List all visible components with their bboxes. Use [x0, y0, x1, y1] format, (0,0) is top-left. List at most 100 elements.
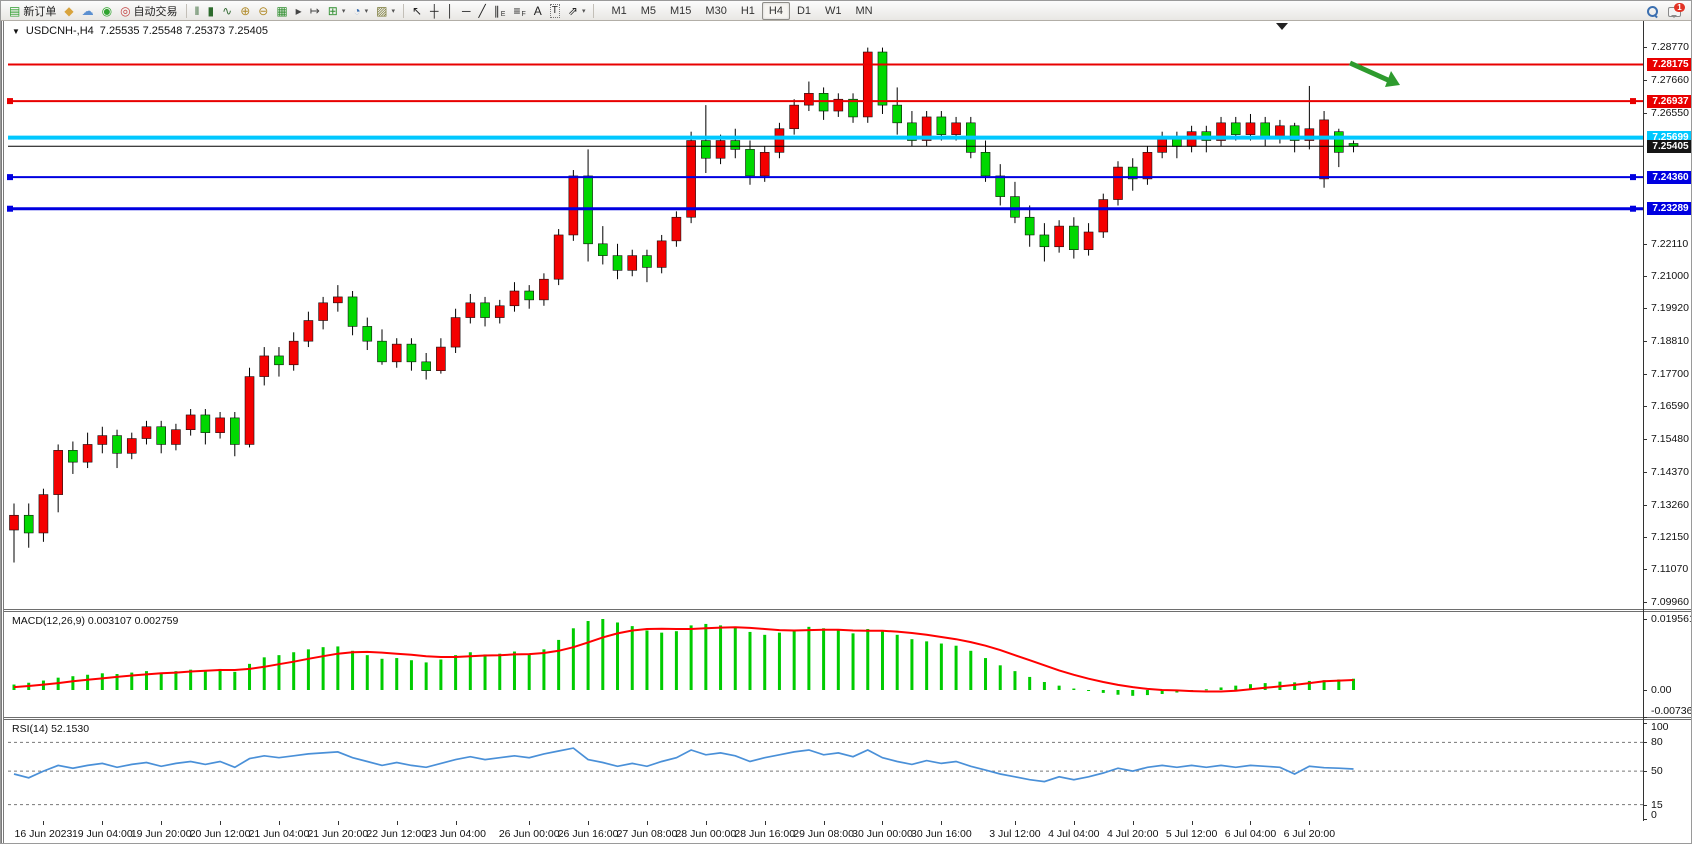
price-line-badge: 7.23289 — [1647, 202, 1691, 216]
panel-splitter[interactable] — [4, 717, 1691, 720]
candle-down — [1230, 122, 1241, 135]
timeframe-h1[interactable]: H1 — [740, 4, 755, 17]
timeframe-m5[interactable]: M5 — [640, 4, 657, 17]
candle-down — [1289, 125, 1300, 141]
bar-chart-icon: ‖ — [194, 3, 200, 18]
crosshair-button[interactable]: ┼ — [426, 1, 443, 21]
candle-down — [612, 255, 623, 271]
price-tick-label: 7.16590 — [1651, 400, 1689, 413]
timeframe-m1[interactable]: M1 — [611, 4, 627, 17]
candlestick-chart-button[interactable]: ▮ — [204, 1, 219, 21]
candle-down — [1127, 166, 1138, 180]
candle-down — [480, 302, 490, 318]
price-scale[interactable]: 7.28770 7.27660 7.26550 7.22110 7.21000 7.199… — [1643, 21, 1691, 821]
dropdown-caret-icon: ▾ — [581, 7, 586, 15]
price-tick-label: 7.09960 — [1651, 596, 1689, 608]
toolbar-separator — [593, 3, 595, 18]
macd-scale[interactable]: 0.019561 0.00 -0.007367 — [1643, 612, 1692, 718]
chart-area[interactable]: 7.28770 7.27660 7.26550 7.22110 7.21000 7.199… — [1, 21, 1692, 843]
auto-scroll-button[interactable]: ▸ — [292, 1, 306, 21]
time-label: 21 Jun 20:00 — [307, 828, 369, 840]
trendline-button[interactable]: ╱ — [475, 1, 490, 21]
new-order-button[interactable]: ▤ 新订单 — [5, 1, 60, 21]
line-chart-button[interactable]: ∿ — [218, 1, 236, 21]
candle-down — [907, 122, 917, 141]
price-tick-label: 7.26550 — [1651, 106, 1689, 119]
channel-button[interactable]: ∥ E — [490, 1, 510, 21]
candle-up — [1113, 166, 1123, 200]
time-tick — [1191, 821, 1193, 825]
market-button[interactable]: ☁ — [78, 1, 98, 21]
rsi-panel[interactable] — [4, 720, 1692, 821]
time-tick — [1250, 821, 1252, 825]
candle-down — [1260, 122, 1270, 138]
candle-down — [980, 152, 991, 177]
notifications-button[interactable]: 1 — [1663, 1, 1689, 21]
timeframe-w1[interactable]: W1 — [825, 4, 842, 17]
candle-up — [1216, 122, 1226, 141]
price-tick — [1643, 340, 1647, 342]
candle-up — [1098, 199, 1109, 233]
horizontal-line-button[interactable]: ─ — [458, 1, 475, 21]
timeframe-mn[interactable]: MN — [855, 4, 873, 17]
price-chart[interactable] — [4, 21, 1692, 609]
macd-panel[interactable] — [4, 612, 1692, 717]
text-label-button[interactable]: T — [546, 1, 564, 21]
trendline-icon: ╱ — [478, 3, 486, 18]
price-tick — [1643, 406, 1647, 408]
candle-up — [553, 234, 564, 280]
price-tick — [1643, 439, 1647, 441]
time-label: 27 Jun 08:00 — [616, 828, 678, 840]
symbol-dropdown-icon[interactable]: ▼ — [12, 26, 20, 36]
timeframe-m15[interactable]: M15 — [670, 4, 692, 17]
vertical-line-button[interactable]: │ — [443, 1, 459, 21]
arrows-button[interactable]: ⇗ ▾ — [564, 1, 590, 21]
price-tick-label: 7.14370 — [1651, 465, 1689, 478]
candle-up — [244, 376, 255, 445]
macd-tick-label: 0.019561 — [1651, 613, 1692, 625]
candle-up — [715, 140, 726, 159]
text-button[interactable]: A — [530, 1, 546, 21]
timeframe-h4[interactable]: H4 — [761, 1, 790, 20]
tile-windows-button[interactable]: ▦ — [272, 1, 291, 21]
crosshair-icon: ┼ — [430, 3, 439, 18]
auto-trading-button[interactable]: ◎ 自动交易 — [116, 1, 181, 21]
candle-up — [921, 116, 932, 141]
candle-down — [848, 98, 858, 118]
timeframe-d1[interactable]: D1 — [796, 4, 812, 17]
periods-button[interactable]: ◔ ▾ — [349, 1, 372, 21]
fibonacci-button[interactable]: ≡ F — [509, 1, 529, 21]
metaeditor-button[interactable]: ◆ — [60, 1, 77, 21]
price-tick-label: 7.18810 — [1651, 334, 1689, 347]
rsi-tick-label: 0 — [1651, 809, 1657, 821]
panel-splitter[interactable] — [4, 609, 1691, 612]
candle-up — [185, 414, 196, 430]
price-line-badge: 7.24360 — [1647, 170, 1691, 184]
zoom-in-button[interactable]: ⊕ — [236, 1, 254, 21]
templates-button[interactable]: ▨ ▾ — [372, 1, 399, 21]
annotation-arrow[interactable] — [1348, 60, 1400, 87]
bar-chart-button[interactable]: ‖ — [191, 1, 204, 21]
candle-down — [936, 116, 947, 135]
chart-shift-button[interactable]: ↦ — [306, 1, 324, 21]
candle-up — [1142, 152, 1153, 180]
cursor-button[interactable]: ↖ — [408, 1, 426, 21]
macd-tick — [1643, 618, 1647, 620]
search-button[interactable] — [1641, 1, 1663, 21]
tile-windows-icon: ▦ — [276, 3, 288, 18]
time-label: 21 Jun 04:00 — [248, 828, 310, 840]
timeframe-m30[interactable]: M30 — [705, 4, 727, 17]
time-axis[interactable]: 16 Jun 2023 19 Jun 04:00 19 Jun 20:00 20 Ju… — [4, 821, 1691, 843]
price-axis-line — [1643, 21, 1644, 821]
signals-button[interactable]: ◉ — [98, 1, 116, 21]
rsi-scale[interactable]: 100 80 50 15 0 — [1643, 720, 1691, 821]
time-label: 4 Jul 20:00 — [1107, 828, 1159, 840]
new-chart-button[interactable]: ⊞ ▾ — [324, 1, 350, 21]
symbol-period: USDCNH-,H4 — [25, 25, 94, 37]
zoom-out-button[interactable]: ⊖ — [254, 1, 272, 21]
timeframe-group: M1 M5 M15 M30 H1 H4 D1 W1 MN — [604, 1, 879, 20]
rsi-tick-label: 15 — [1651, 798, 1663, 811]
candle-down — [701, 140, 711, 159]
candle-up — [1054, 225, 1064, 248]
chart-shift-marker[interactable] — [1276, 23, 1288, 30]
